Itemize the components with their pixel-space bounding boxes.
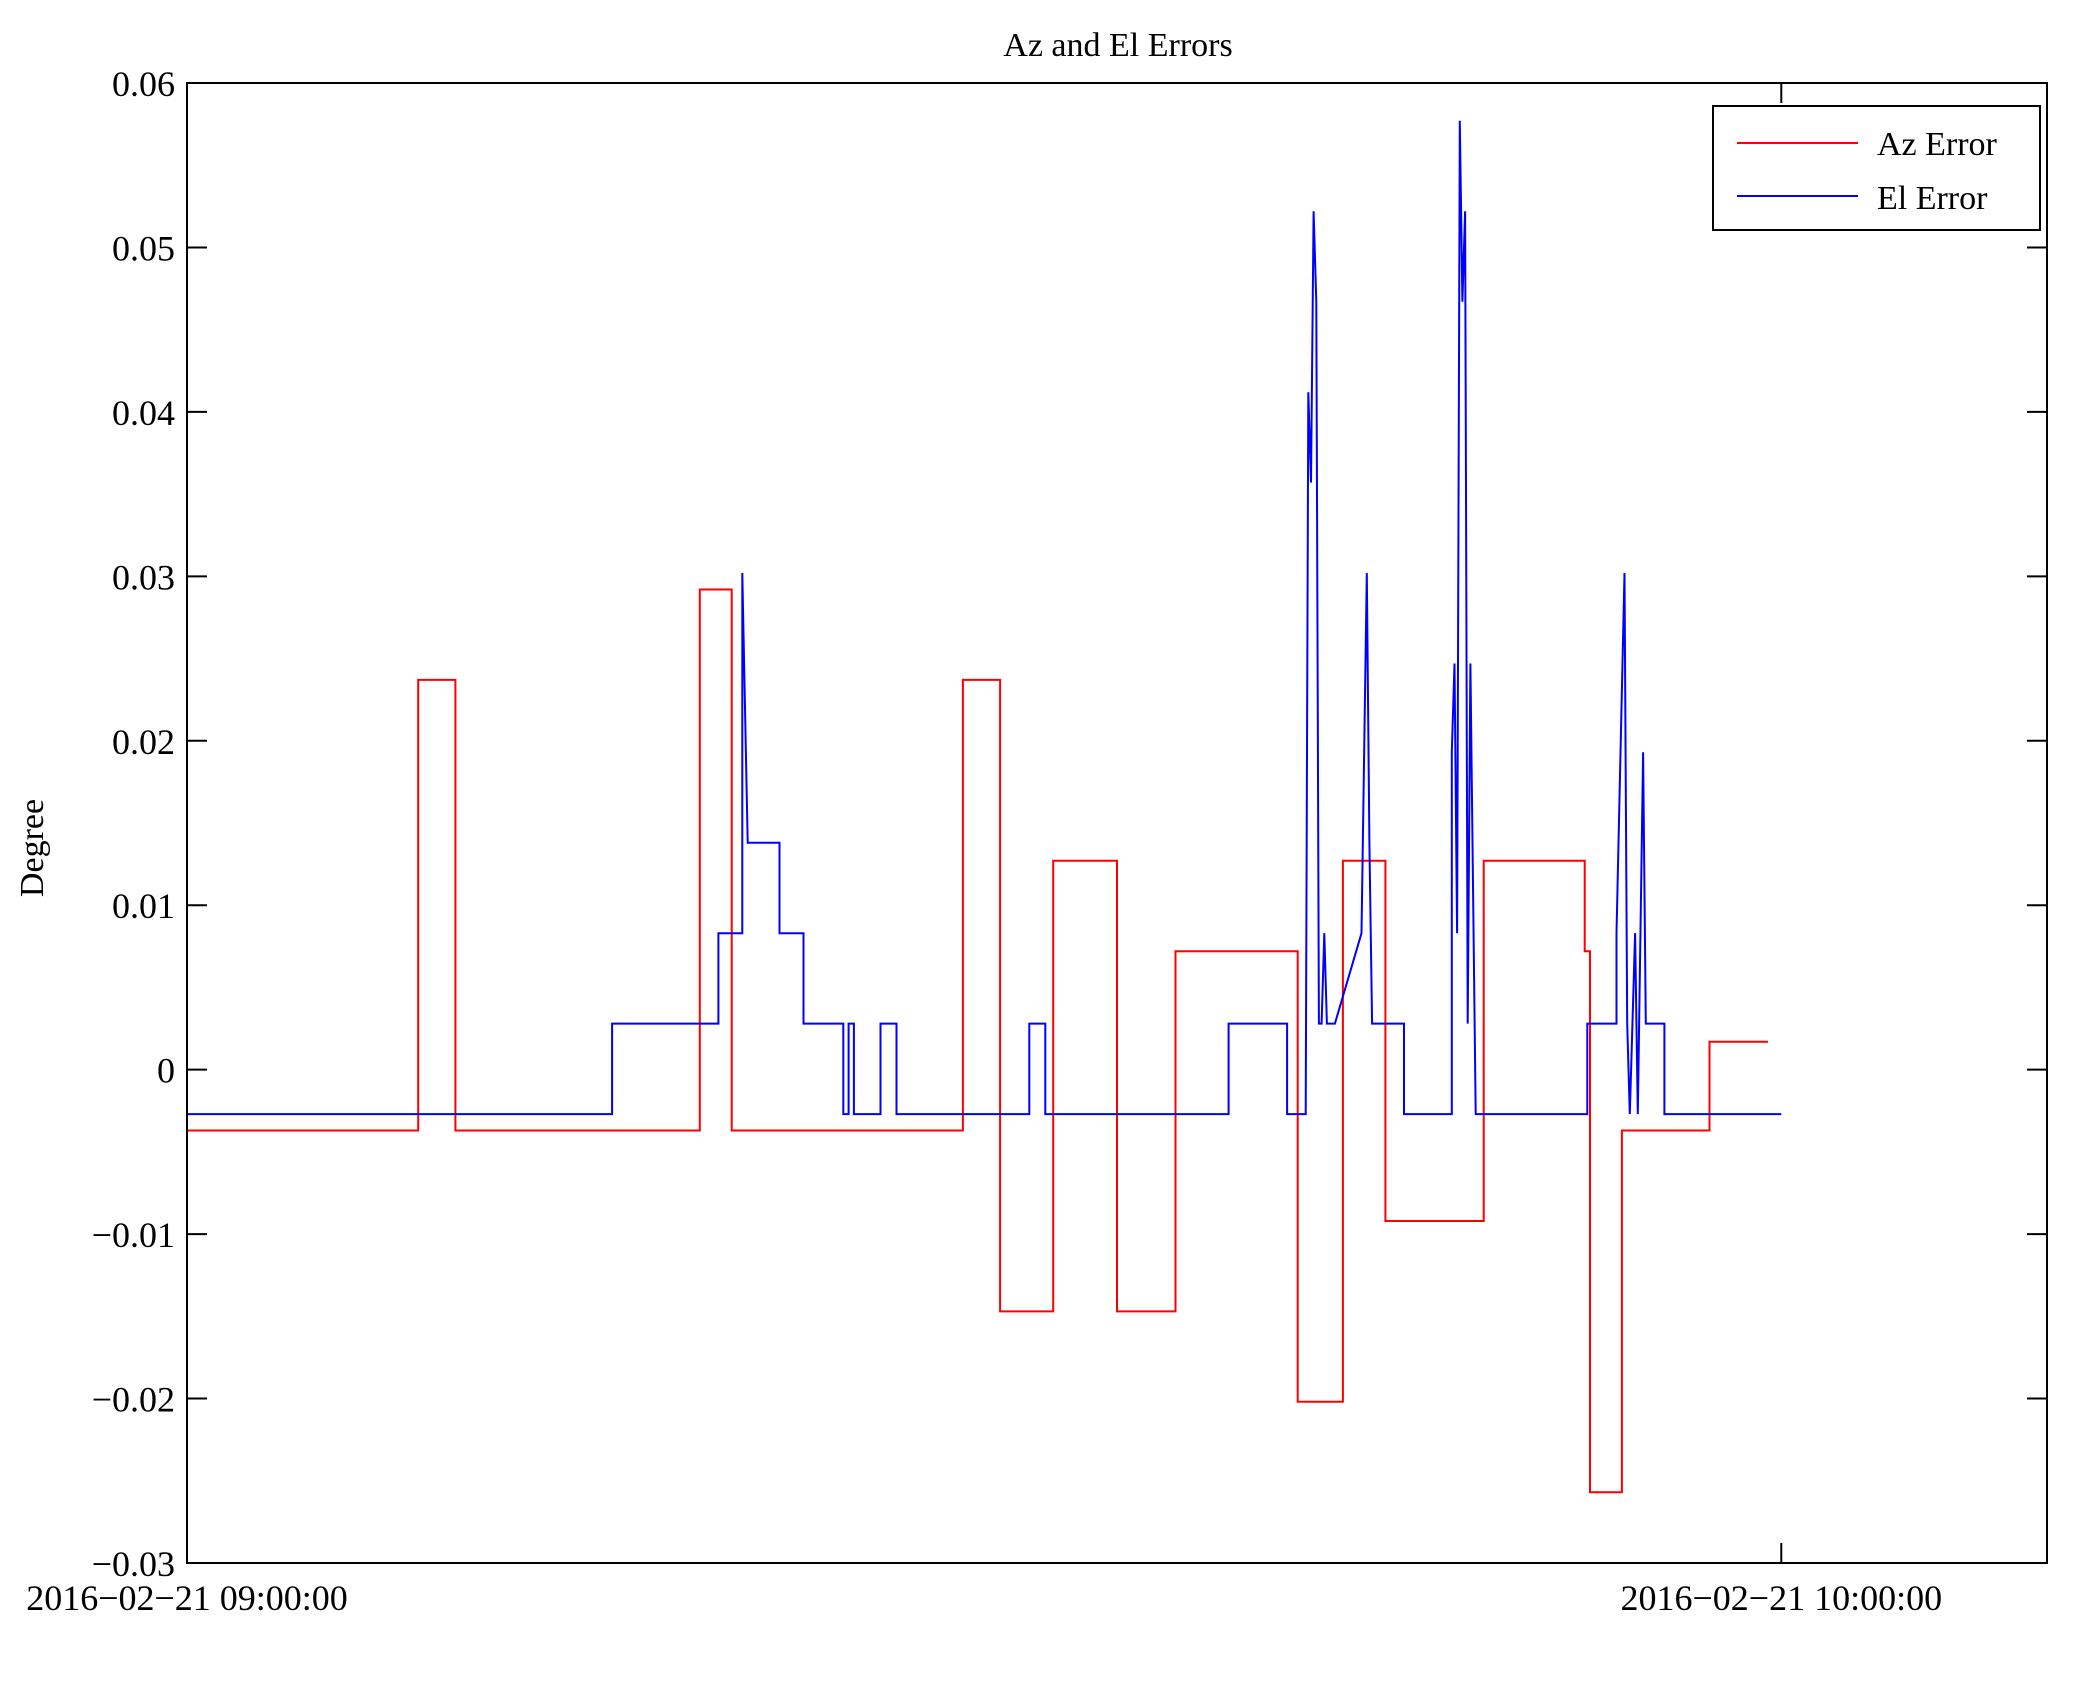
legend-label-az: Az Error (1877, 126, 1998, 163)
y-tick-label: −0.03 (92, 1544, 175, 1584)
chart-title: Az and El Errors (1003, 27, 1232, 64)
series-layer (187, 120, 1782, 1494)
y-tick-label: 0.03 (112, 557, 175, 597)
y-tick-label: 0.04 (112, 393, 175, 433)
legend: Az Error El Error (1712, 105, 2041, 231)
y-tick-label: 0 (157, 1051, 175, 1091)
y-tick-label: 0.05 (112, 228, 175, 268)
series-line-el-error (187, 120, 1782, 1116)
x-tick-label: 2016−02−21 10:00:00 (1620, 1578, 1942, 1618)
y-tick-label: −0.02 (92, 1380, 175, 1420)
plot-frame (186, 82, 2048, 1564)
y-axis-label: Degree (14, 799, 51, 897)
legend-box (1712, 105, 2041, 231)
y-tick-label: 0.01 (112, 886, 175, 926)
series-line-az-error (187, 588, 1768, 1494)
legend-label-el: El Error (1877, 180, 1988, 217)
x-tick-label: 2016−02−21 09:00:00 (26, 1578, 348, 1618)
y-tick-label: 0.02 (112, 722, 175, 762)
y-ticks: −0.03 −0.02 −0.01 0 0.01 0.02 0.03 0.04 0.05 0.06 (92, 64, 2047, 1584)
y-tick-label: −0.01 (92, 1215, 175, 1255)
y-tick-label: 0.06 (112, 64, 175, 104)
x-ticks: 2016−02−21 09:00:00 2016−02−21 10:00:00 (26, 83, 1942, 1618)
